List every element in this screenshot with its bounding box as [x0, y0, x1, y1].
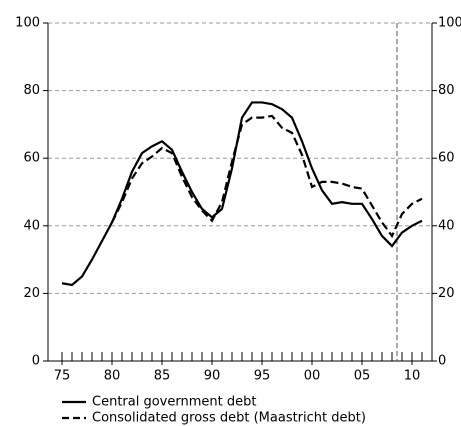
y2-tick-label: 60	[438, 151, 455, 166]
y2-tick-label: 100	[438, 16, 461, 31]
x-tick-label: 05	[354, 369, 371, 384]
x-tick-label: 00	[304, 369, 321, 384]
y2-tick-label: 20	[438, 286, 455, 301]
data-line	[111, 114, 423, 239]
y2-tick-label: 40	[438, 218, 455, 233]
x-tick-label: 10	[404, 369, 421, 384]
data-line	[61, 101, 423, 287]
legend-label: Central government debt	[92, 395, 256, 410]
y-tick-label: 60	[23, 151, 40, 166]
x-tick-label: 95	[254, 369, 271, 384]
y-tick-label: 0	[32, 354, 40, 369]
x-tick-label: 75	[54, 369, 71, 384]
y-tick-label: 20	[23, 286, 40, 301]
x-tick-label: 85	[154, 369, 171, 384]
y2-tick-label: 0	[438, 354, 446, 369]
y-tick-label: 80	[23, 83, 40, 98]
y-tick-label: 100	[15, 16, 40, 31]
y-tick-label: 40	[23, 218, 40, 233]
x-tick-label: 80	[104, 369, 121, 384]
x-tick-label: 90	[204, 369, 221, 384]
y2-tick-label: 80	[438, 83, 455, 98]
legend-label: Consolidated gross debt (Maastricht debt…	[92, 411, 366, 426]
